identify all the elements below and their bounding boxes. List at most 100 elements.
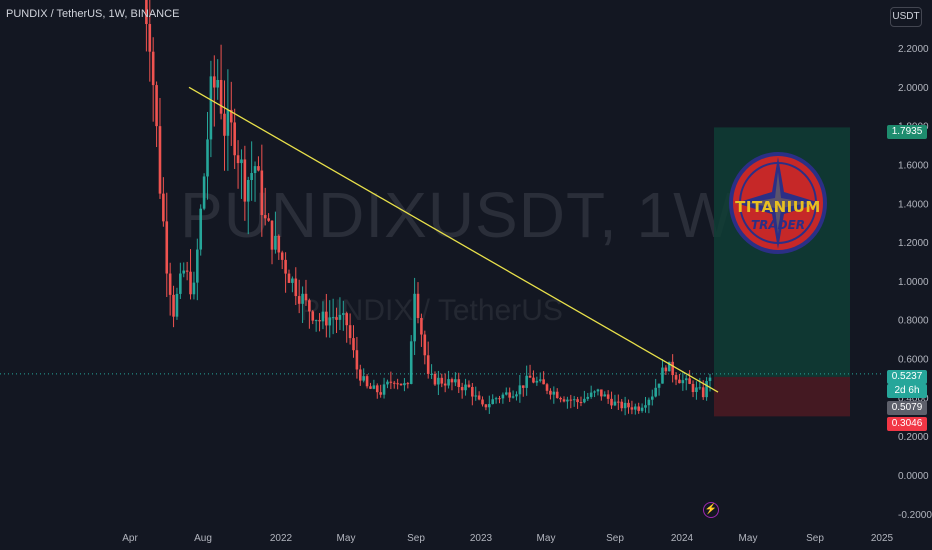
candle-body [236, 155, 240, 164]
candle-body [572, 399, 576, 401]
candle-body [168, 273, 172, 295]
candle-body [199, 208, 203, 250]
candle-body [708, 377, 712, 382]
candle-body [389, 381, 393, 383]
candle-body [416, 293, 420, 319]
candle-body [559, 397, 562, 400]
candle-body [409, 341, 413, 384]
candle-body [145, 0, 148, 25]
candle-body [243, 159, 247, 202]
candle-body [552, 391, 556, 395]
lightning-icon[interactable]: ⚡ [703, 502, 719, 518]
candle-body [667, 361, 671, 372]
candle-body [664, 367, 668, 372]
candle-body [440, 377, 444, 384]
candle-body [630, 407, 634, 410]
y-tick-label: 0.0000 [898, 471, 929, 482]
candle-body [504, 392, 508, 395]
x-tick-label: 2023 [470, 533, 493, 544]
y-tick-label: 2.0000 [898, 83, 929, 94]
candle-body [325, 311, 328, 326]
candle-body [586, 396, 590, 399]
candle-body [521, 385, 525, 388]
candle-body [172, 294, 175, 317]
candle-body [443, 383, 447, 386]
candle-body [498, 398, 501, 400]
candle-body [162, 193, 165, 222]
candle-body [593, 391, 596, 393]
y-tick-label: 0.2000 [898, 432, 929, 443]
logo-text-trader: TRADER [750, 218, 806, 232]
candle-body [532, 377, 535, 383]
candle-body [447, 379, 450, 386]
candle-body [542, 379, 545, 385]
candle-body [477, 395, 481, 400]
candle-body [379, 392, 382, 395]
candle-body [219, 79, 223, 114]
candle-body [369, 386, 372, 389]
candle-body [328, 317, 332, 326]
candle-body [457, 379, 461, 388]
candle-body [640, 407, 644, 411]
candle-body [280, 252, 284, 260]
candle-body [426, 355, 430, 374]
candle-body [617, 401, 620, 403]
candle-body [223, 113, 226, 136]
candle-body [494, 398, 498, 400]
currency-button[interactable]: USDT [890, 7, 922, 27]
y-tick-label: 0.6000 [898, 355, 929, 366]
candle-body [151, 51, 155, 86]
candle-body [684, 378, 688, 381]
x-tick-label: Apr [122, 533, 138, 544]
candle-body [501, 394, 505, 399]
candle-body [627, 402, 630, 408]
candle-body [165, 221, 169, 274]
stop-zone [714, 376, 850, 417]
candle-body [538, 379, 542, 381]
y-tick-label: 1.6000 [898, 160, 929, 171]
time-axis: Apr Aug 2022 May Sep 2023 May Sep 2024 May Sep 2025 [122, 533, 893, 544]
candle-body [202, 176, 206, 209]
candle-body [352, 338, 355, 351]
candle-body [634, 406, 637, 410]
candle-body [600, 389, 603, 397]
symbol-title[interactable]: PUNDIX / TetherUS, 1W, BINANCE [6, 8, 180, 20]
target-price-tag: 1.7935 [887, 125, 927, 139]
candle-body [148, 24, 152, 52]
candle-body [158, 126, 162, 194]
candle-body [396, 383, 399, 385]
candle-body [579, 402, 583, 404]
y-tick-label: 0.8000 [898, 316, 929, 327]
position-zones [0, 127, 882, 417]
candle-body [474, 395, 478, 397]
candle-body [270, 220, 274, 250]
candle-body [233, 122, 236, 156]
y-tick-label: 1.2000 [898, 238, 929, 249]
candle-body [182, 270, 186, 274]
candle-body [671, 361, 674, 376]
candle-body [250, 173, 253, 181]
candle-body [155, 85, 158, 127]
candle-body [335, 317, 338, 320]
candle-body [481, 399, 484, 405]
candle-body [566, 399, 569, 402]
candle-body [515, 394, 518, 397]
candle-body [311, 311, 315, 321]
candle-body [661, 367, 664, 384]
candle-body [610, 398, 613, 406]
current-price-tag: 0.5237 [887, 370, 927, 384]
candle-body [287, 273, 291, 283]
candle-body [338, 314, 342, 320]
candle-body [589, 392, 593, 397]
candle-body [284, 259, 287, 274]
candle-body [348, 325, 352, 339]
candle-body [216, 79, 219, 88]
x-tick-label: 2024 [671, 533, 694, 544]
candle-body [688, 378, 691, 384]
candle-body [583, 398, 586, 403]
candle-body [212, 76, 216, 88]
candle-body [175, 293, 179, 317]
candle-body [314, 320, 318, 322]
